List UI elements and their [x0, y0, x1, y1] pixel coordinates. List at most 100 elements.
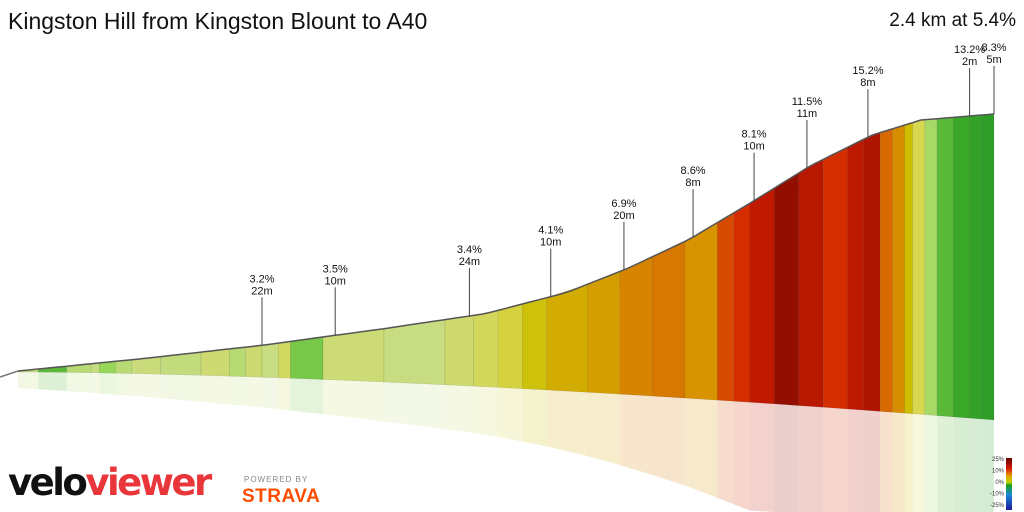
start-stub — [0, 370, 19, 378]
gradient-segment — [684, 222, 718, 401]
gradient-segment — [652, 240, 686, 399]
gradient-segment — [245, 345, 263, 378]
gradient-annotation: 4.1%10m — [538, 225, 563, 297]
legend-color-bar — [1006, 458, 1012, 510]
gradient-segment — [863, 132, 881, 412]
annotation-length-label: 10m — [540, 237, 561, 249]
gradient-segment — [497, 303, 523, 389]
gradient-segment — [798, 158, 824, 408]
reflection-segment — [863, 410, 881, 512]
gradient-segment — [892, 124, 905, 414]
annotation-gradient-label: 3.2% — [249, 273, 274, 285]
gradient-segment — [822, 146, 848, 410]
annotation-length-label: 8m — [685, 177, 700, 189]
gradient-segment — [847, 138, 865, 411]
reflection-segment — [774, 403, 799, 512]
gradient-segment — [904, 122, 913, 415]
reflection-segment — [290, 378, 323, 415]
gradient-annotation: 11.5%11m — [792, 96, 823, 168]
annotation-gradient-label: 6.9% — [611, 198, 636, 210]
annotation-gradient-label: 11.5% — [792, 96, 823, 108]
reflection-segment — [201, 375, 230, 405]
annotation-gradient-label: 3.5% — [323, 263, 348, 275]
reflection-segment — [115, 373, 132, 396]
gradient-annotation: 3.5%10m — [323, 263, 348, 336]
gradient-annotations: 3.2%22m3.5%10m3.4%24m4.1%10m6.9%20m8.6%8… — [249, 42, 1007, 346]
gradient-annotation: 6.9%20m — [611, 198, 637, 270]
gradient-segment — [278, 341, 291, 379]
annotation-length-label: 5m — [986, 54, 1001, 66]
profile-reflection — [18, 372, 994, 512]
veloviewer-logo: veloviewer — [8, 461, 212, 504]
gradient-segment — [290, 336, 324, 380]
reflection-segment — [18, 372, 39, 390]
reflection-segment — [684, 398, 718, 498]
gradient-annotation: 3.4%24m — [457, 244, 482, 316]
legend-tick-label: 0% — [995, 480, 1004, 486]
gradient-segment — [749, 187, 775, 405]
reflection-segment — [847, 409, 864, 512]
reflection-segment — [969, 418, 982, 512]
legend-tick-label: -25% — [990, 503, 1005, 509]
reflection-segment — [823, 407, 848, 512]
annotation-length-label: 22m — [251, 285, 272, 297]
gradient-segment — [953, 115, 970, 419]
legend-tick-label: -10% — [990, 492, 1005, 498]
reflection-segment — [445, 384, 474, 433]
gradient-segment — [717, 212, 734, 402]
annotation-gradient-label: 8.3% — [981, 42, 1006, 54]
annotation-gradient-label: 15.2% — [852, 65, 883, 77]
reflection-segment — [160, 374, 201, 402]
gradient-annotation: 15.2%8m — [852, 65, 884, 138]
gradient-annotation: 8.1%10m — [742, 129, 767, 201]
annotation-gradient-label: 3.4% — [457, 244, 482, 256]
legend-tick-label: 10% — [992, 469, 1005, 475]
gradient-segments — [17, 113, 995, 421]
annotation-length-label: 2m — [962, 56, 977, 68]
gradient-segment — [981, 113, 995, 421]
reflection-segment — [131, 373, 161, 399]
powered-by-label: POWERED BY — [244, 475, 309, 484]
legend-tick-label: 25% — [992, 457, 1005, 463]
reflection-segment — [953, 416, 970, 512]
annotation-length-label: 10m — [743, 141, 764, 153]
annotation-length-label: 24m — [459, 256, 480, 268]
reflection-segment — [99, 372, 116, 395]
reflection-segment — [750, 402, 775, 512]
gradient-segment — [522, 297, 547, 391]
reflection-segment — [587, 392, 620, 465]
chart-title: Kingston Hill from Kingston Blount to A4… — [8, 8, 428, 34]
annotation-gradient-label: 13.2% — [954, 44, 985, 56]
gradient-segment — [587, 271, 621, 395]
reflection-segment — [937, 415, 954, 512]
gradient-segment — [936, 117, 954, 418]
reflection-segment — [323, 379, 384, 422]
gradient-segment — [912, 119, 926, 415]
gradient-segment — [924, 118, 938, 416]
reflection-segment — [522, 388, 547, 447]
reflection-segment — [733, 401, 750, 511]
reflection-segment — [652, 396, 685, 486]
gradient-segment — [200, 348, 230, 377]
reflection-segment — [546, 389, 588, 456]
climb-summary: 2.4 km at 5.4% — [889, 10, 1016, 31]
reflection-segment — [912, 413, 925, 512]
reflection-segment — [262, 377, 279, 410]
reflection-segment — [619, 394, 653, 476]
reflection-segment — [892, 412, 905, 512]
reflection-segment — [717, 400, 734, 505]
annotation-length-label: 10m — [324, 275, 345, 287]
gradient-segment — [383, 319, 446, 386]
reflection-segment — [924, 414, 938, 512]
gradient-segment — [774, 172, 800, 406]
profile-ridge-line — [17, 113, 995, 372]
reflection-segment — [497, 387, 523, 442]
gradient-segment — [473, 310, 499, 388]
reflection-segment — [473, 386, 498, 437]
reflection-segment — [880, 411, 893, 512]
annotation-length-label: 20m — [613, 210, 634, 222]
reflection-segment — [245, 376, 262, 408]
annotation-gradient-label: 8.6% — [681, 165, 706, 177]
annotation-length-label: 8m — [860, 77, 875, 89]
